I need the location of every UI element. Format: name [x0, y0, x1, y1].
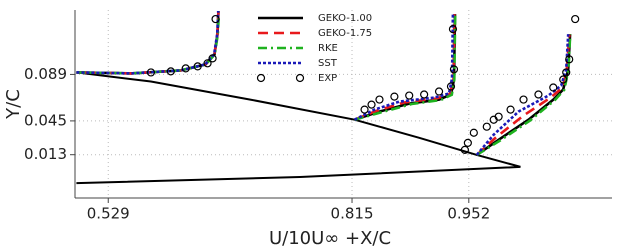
legend-label: EXP	[318, 73, 337, 84]
exp-point	[166, 67, 175, 76]
exp-point	[405, 91, 414, 100]
exp-point	[434, 87, 444, 96]
exp-point	[193, 62, 202, 71]
exp-point	[375, 95, 384, 104]
exp-point	[448, 25, 458, 34]
exp-point	[559, 75, 568, 84]
exp-point	[446, 82, 456, 91]
exp-point	[463, 138, 472, 147]
exp-point	[469, 128, 478, 137]
exp-point	[211, 14, 220, 24]
exp-point	[449, 65, 459, 74]
y-tick-label: 0.089	[24, 65, 67, 83]
exp-point	[494, 112, 503, 121]
x-tick-label: 0.815	[331, 205, 374, 223]
exp-point	[482, 122, 491, 131]
y-axis-title: Y/C	[3, 89, 24, 120]
exp-point	[460, 145, 469, 154]
legend-label: SST	[318, 58, 338, 69]
exp-point	[549, 83, 558, 92]
x-axis-title: U/10U∞ +X/C	[269, 228, 391, 249]
legend-marker	[256, 73, 266, 83]
exp-point	[571, 14, 580, 24]
y-tick-label: 0.013	[24, 145, 67, 163]
exp-point	[146, 68, 156, 77]
exp-point	[390, 92, 399, 101]
legend-label: RKE	[318, 43, 338, 54]
exp-point	[534, 90, 543, 99]
exp-point	[420, 90, 429, 99]
legend-marker	[295, 73, 305, 83]
exp-point	[367, 100, 376, 109]
exp-point	[506, 105, 515, 114]
x-tick-label: 0.529	[87, 205, 130, 223]
exp-point	[519, 95, 528, 104]
exp-point	[360, 105, 369, 114]
exp-point	[562, 68, 571, 77]
legend-label: GEKO-1.75	[318, 28, 372, 39]
profile-line	[76, 14, 572, 157]
exp-point	[203, 59, 212, 68]
x-tick-label: 0.952	[447, 205, 490, 223]
exp-point	[208, 54, 217, 63]
exp-point	[181, 64, 190, 73]
y-tick-label: 0.045	[24, 111, 67, 129]
legend-label: GEKO-1.00	[318, 13, 372, 24]
exp-point	[565, 55, 574, 64]
